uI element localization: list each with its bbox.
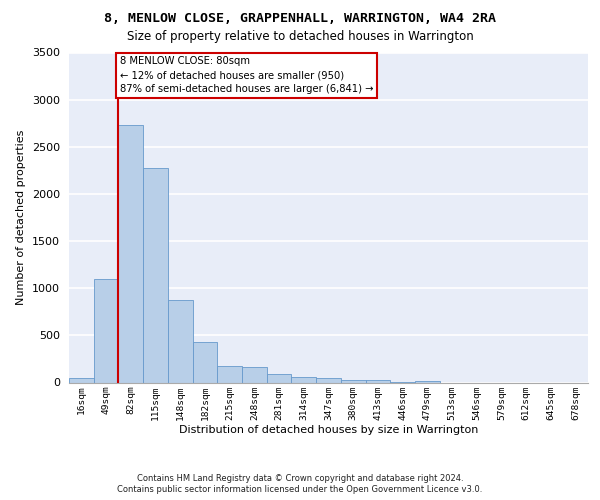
Bar bbox=[316, 378, 341, 382]
Bar bbox=[341, 380, 365, 382]
Bar bbox=[118, 125, 143, 382]
Bar bbox=[415, 380, 440, 382]
Text: Size of property relative to detached houses in Warrington: Size of property relative to detached ho… bbox=[127, 30, 473, 43]
Bar bbox=[267, 374, 292, 382]
Bar bbox=[365, 380, 390, 382]
X-axis label: Distribution of detached houses by size in Warrington: Distribution of detached houses by size … bbox=[179, 426, 478, 436]
Y-axis label: Number of detached properties: Number of detached properties bbox=[16, 130, 26, 305]
Bar bbox=[193, 342, 217, 382]
Bar bbox=[292, 377, 316, 382]
Text: 8 MENLOW CLOSE: 80sqm
← 12% of detached houses are smaller (950)
87% of semi-det: 8 MENLOW CLOSE: 80sqm ← 12% of detached … bbox=[119, 56, 373, 94]
Bar bbox=[168, 300, 193, 382]
Text: Contains HM Land Registry data © Crown copyright and database right 2024.
Contai: Contains HM Land Registry data © Crown c… bbox=[118, 474, 482, 494]
Bar bbox=[94, 279, 118, 382]
Text: 8, MENLOW CLOSE, GRAPPENHALL, WARRINGTON, WA4 2RA: 8, MENLOW CLOSE, GRAPPENHALL, WARRINGTON… bbox=[104, 12, 496, 25]
Bar bbox=[217, 366, 242, 382]
Bar bbox=[242, 368, 267, 382]
Bar bbox=[69, 378, 94, 382]
Bar bbox=[143, 168, 168, 382]
